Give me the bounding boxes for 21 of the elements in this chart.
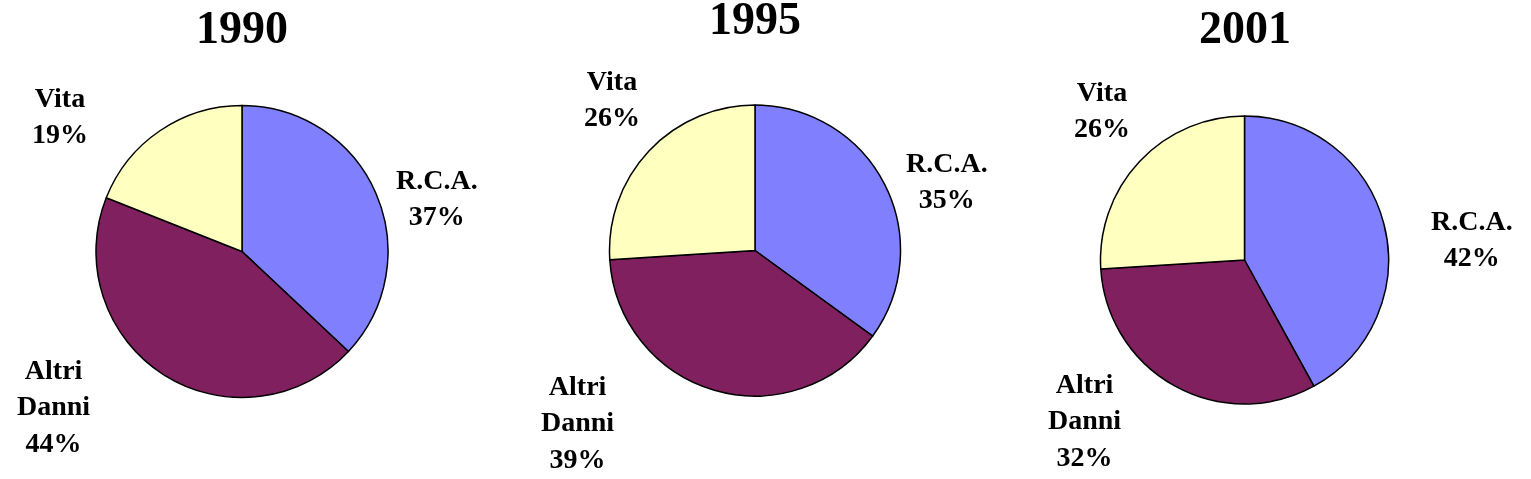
chart-title: 1990 <box>196 2 288 53</box>
data-label: 35% <box>918 183 975 215</box>
slice-label: Altri Danni <box>17 354 91 422</box>
slice-label: R.C.A. <box>396 164 478 195</box>
data-label: 19% <box>32 118 88 150</box>
slice-label: R.C.A. <box>1431 205 1513 236</box>
slice-label: Altri Danni <box>1048 368 1122 436</box>
data-label: 26% <box>584 101 640 133</box>
slice-label: R.C.A. <box>906 147 988 178</box>
data-label: 26% <box>1074 112 1130 144</box>
slice-label: Vita <box>34 82 86 113</box>
data-label: 37% <box>408 200 465 232</box>
slice-label: Altri Danni <box>541 370 615 438</box>
data-label: 42% <box>1443 241 1500 273</box>
slice-label: Vita <box>1076 76 1128 107</box>
data-label: 44% <box>25 426 82 458</box>
data-label: 39% <box>549 442 606 474</box>
slice-label: Vita <box>586 65 638 96</box>
chart-title: 2001 <box>1199 2 1291 53</box>
chart-title: 1995 <box>709 0 801 44</box>
data-label: 32% <box>1056 440 1113 472</box>
